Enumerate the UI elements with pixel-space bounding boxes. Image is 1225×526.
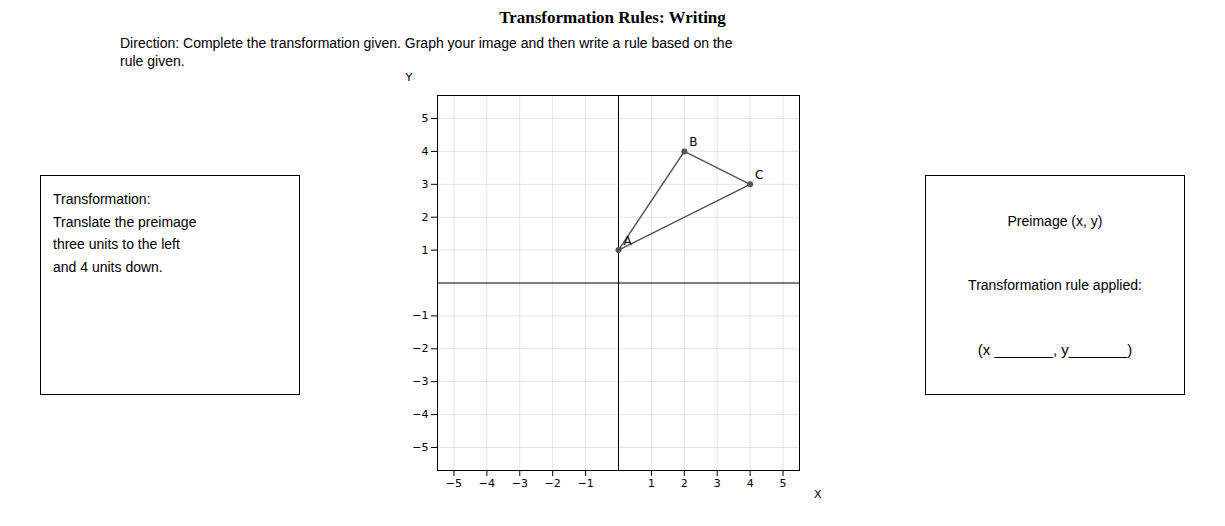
svg-text:−1: −1	[412, 310, 428, 323]
svg-text:3: 3	[713, 478, 720, 491]
svg-text:3: 3	[421, 178, 428, 191]
svg-text:1: 1	[647, 478, 654, 491]
html-text:Transformation Rules: Writing: Transformation Rules: Writing	[499, 8, 726, 27]
svg-text:4: 4	[421, 145, 428, 158]
svg-text:−4: −4	[412, 408, 428, 421]
svg-text:1: 1	[421, 244, 428, 257]
svg-text:Y: Y	[404, 72, 412, 85]
svg-text:4: 4	[746, 478, 753, 491]
svg-text:X: X	[813, 488, 821, 501]
html-text:Transformation rule applied:: Transformation rule applied:	[968, 276, 1142, 293]
svg-text:5: 5	[421, 112, 428, 125]
html-text:(x _______, y_______): (x _______, y_______)	[977, 341, 1133, 359]
svg-text:−2: −2	[412, 343, 428, 356]
svg-text:−5: −5	[445, 478, 461, 491]
svg-text:2: 2	[421, 211, 428, 224]
svg-text:−3: −3	[511, 478, 527, 491]
svg-text:B: B	[689, 136, 697, 150]
svg-text:−5: −5	[412, 441, 428, 454]
svg-text:−3: −3	[412, 376, 428, 389]
svg-text:−1: −1	[577, 478, 593, 491]
svg-text:−2: −2	[544, 478, 560, 491]
svg-text:C: C	[754, 169, 762, 183]
svg-text:A: A	[623, 234, 632, 248]
html-text:Preimage (x, y): Preimage (x, y)	[1007, 212, 1103, 229]
html-text:Direction: Complete the transf: Direction: Complete the transformation g…	[120, 35, 733, 70]
html-text:Transformation: Translate the: Transformation: Translate the preimage t…	[53, 191, 197, 275]
svg-text:5: 5	[779, 478, 786, 491]
svg-text:2: 2	[680, 478, 687, 491]
svg-text:−4: −4	[478, 478, 494, 491]
